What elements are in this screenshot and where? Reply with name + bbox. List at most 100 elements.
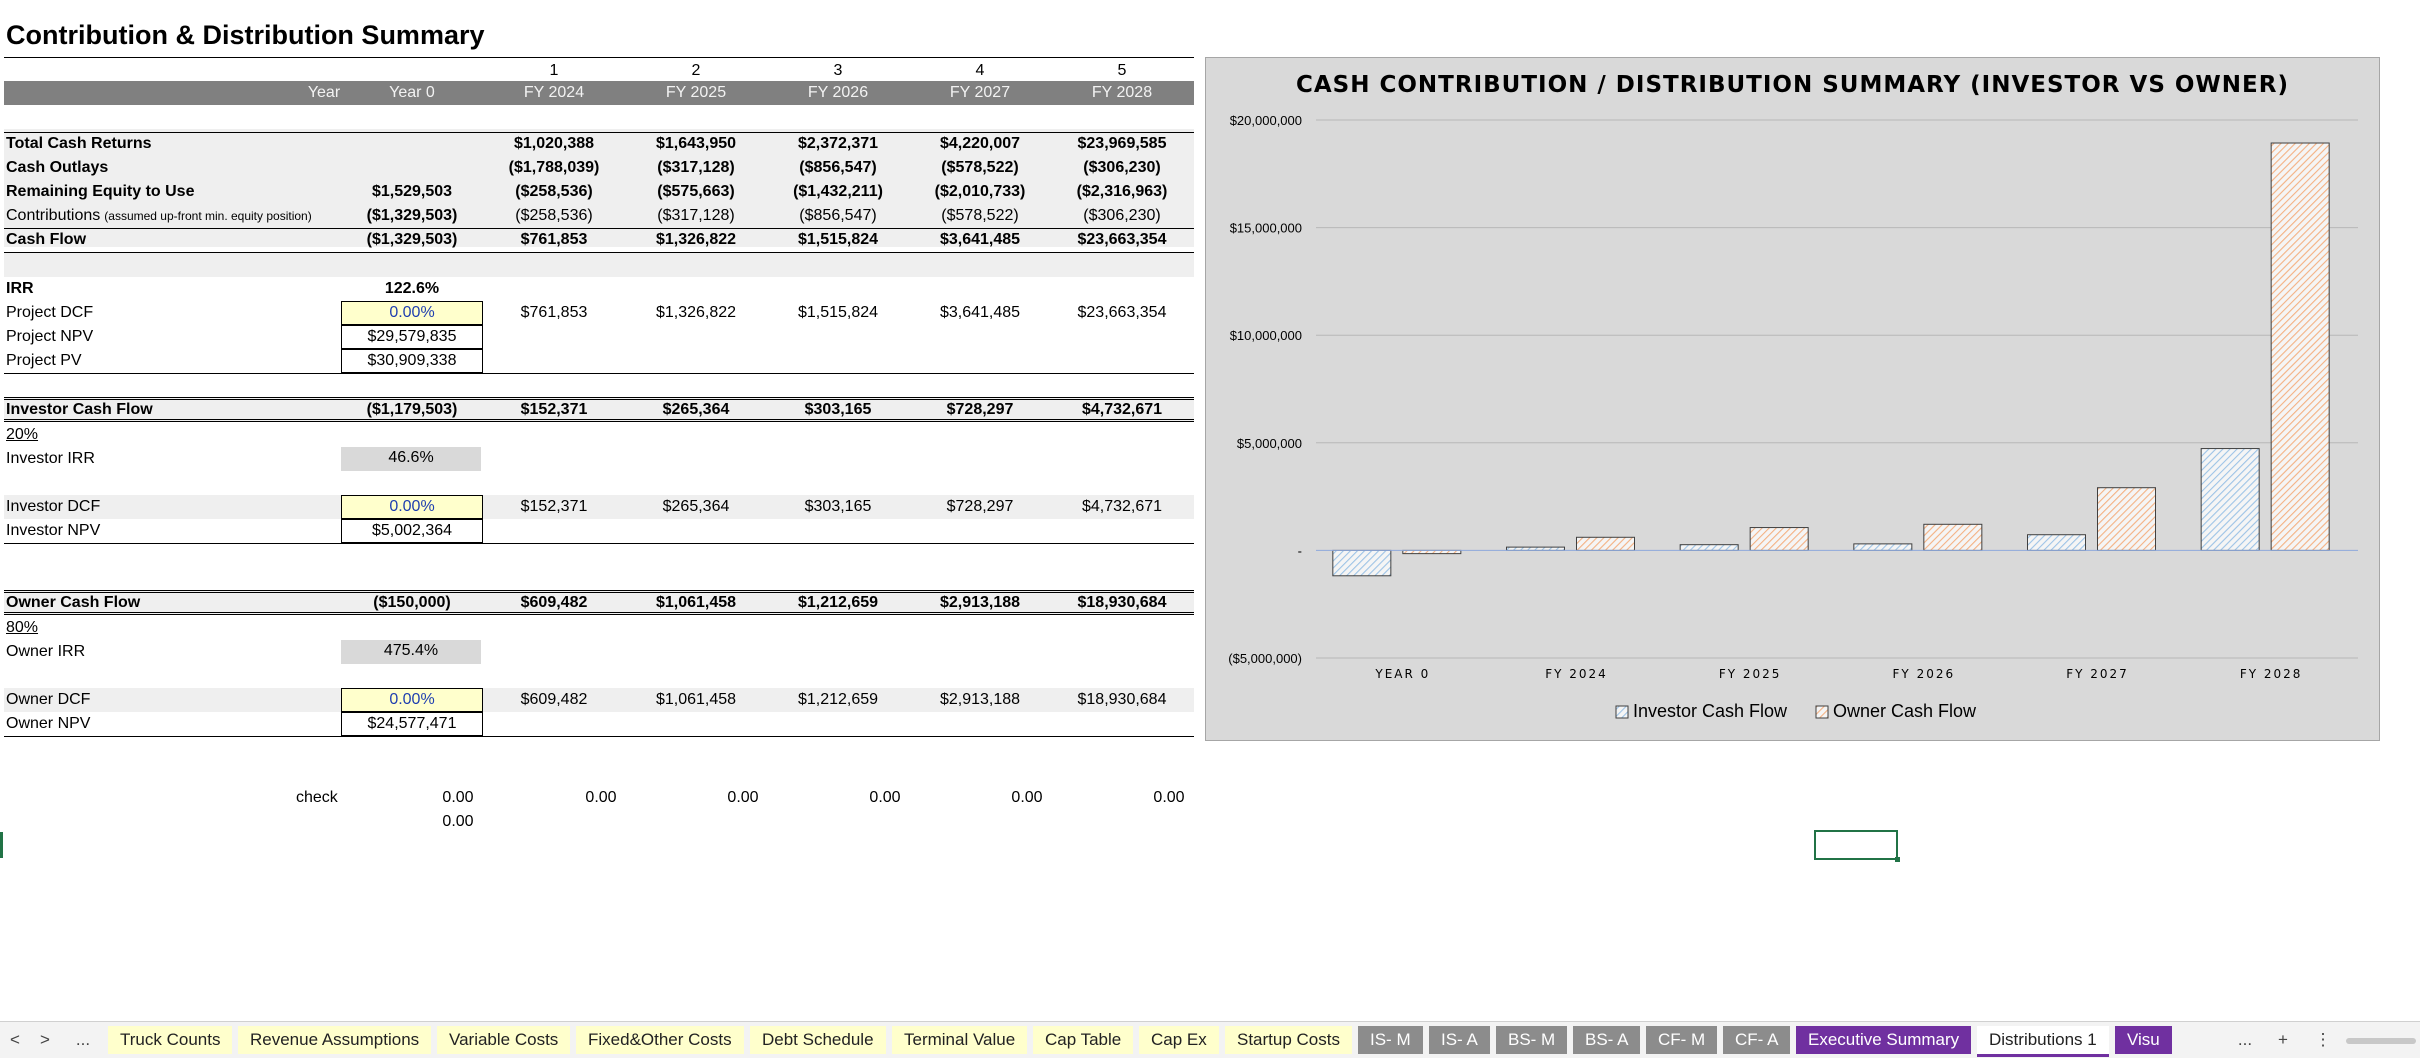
row-label: Total Cash Returns [6, 132, 152, 156]
rule [4, 132, 1194, 133]
investor-row-shade [4, 398, 1194, 422]
spreadsheet-grid[interactable]: Contribution & Distribution Summary 1 2 … [0, 0, 2420, 1020]
sheet-tab[interactable]: Terminal Value [892, 1026, 1028, 1054]
bar-investor-cash-flow [2027, 534, 2086, 551]
sheet-tab[interactable]: IS- M [1358, 1026, 1423, 1054]
sheet-tab[interactable]: Revenue Assumptions [238, 1026, 432, 1054]
y-tick-label: $20,000,000 [1230, 113, 1302, 128]
bar-investor-cash-flow [1853, 543, 1913, 551]
more-options-icon[interactable]: ... [2237, 1030, 2253, 1049]
owner-dcf-rate-input[interactable]: 0.00% [341, 688, 483, 712]
sheet-tab[interactable]: Cap Table [1033, 1026, 1134, 1054]
title-underline [4, 57, 1194, 58]
horizontal-scrollbar[interactable] [2346, 1038, 2416, 1044]
tab-menu-icon[interactable]: ⋮ [2314, 1030, 2332, 1049]
bar-investor-cash-flow [2200, 448, 2260, 551]
value-cell: $1,061,458 [655, 691, 737, 708]
value-cell: $728,297 [946, 498, 1014, 515]
sheet-tab[interactable]: Fixed&Other Costs [576, 1026, 744, 1054]
row-label-text: Total Cash Returns [6, 135, 152, 152]
column-header: FY 2028 [1091, 84, 1153, 101]
sheet-tab[interactable]: CF- A [1723, 1026, 1791, 1054]
value-cell [341, 156, 483, 180]
investor-cash-flow-label: Investor Cash Flow [6, 401, 153, 418]
sheet-tab[interactable]: Variable Costs [437, 1026, 571, 1054]
value-cell: $1,212,659 [797, 594, 879, 611]
sheet-tab[interactable]: Cap Ex [1139, 1026, 1219, 1054]
sheet-tab[interactable]: Debt Schedule [750, 1026, 886, 1054]
value-cell: $18,930,684 [1077, 691, 1167, 708]
more-sheets-icon[interactable]: ... [75, 1030, 91, 1049]
row-note: (assumed up-front min. equity position) [104, 209, 312, 223]
row-label-text: Remaining Equity to Use [6, 183, 195, 200]
check-label: check [296, 789, 338, 806]
irr-label: IRR [6, 280, 34, 297]
value-cell: $609,482 [520, 594, 588, 611]
legend-label: Owner Cash Flow [1833, 701, 1977, 721]
value-cell: ($1,788,039) [508, 159, 600, 176]
add-sheet-icon[interactable]: + [2278, 1030, 2288, 1049]
sheet-tab[interactable]: IS- A [1429, 1026, 1490, 1054]
rule [4, 252, 1194, 253]
investor-npv-label: Investor NPV [6, 522, 101, 539]
owner-dcf-shade [4, 688, 1194, 712]
project-npv-label: Project NPV [6, 328, 94, 345]
sheet-tab[interactable]: CF- M [1646, 1026, 1718, 1054]
legend-swatch [1615, 705, 1629, 719]
value-cell: $1,326,822 [655, 231, 737, 248]
sheet-tab[interactable]: BS- A [1573, 1026, 1641, 1054]
scroll-right-icon[interactable]: > [40, 1030, 50, 1049]
row-label: Cash Outlays [6, 156, 108, 180]
value-cell: $761,853 [520, 304, 588, 321]
investor-irr-value: 46.6% [341, 447, 481, 471]
check-value: 0.00 [1011, 789, 1043, 806]
investor-dcf-rate-input[interactable]: 0.00% [341, 495, 483, 519]
value-cell: ($317,128) [657, 207, 735, 224]
check-value: 0.00 [585, 789, 617, 806]
value-cell: ($2,010,733) [934, 183, 1026, 200]
value-cell: $265,364 [662, 401, 730, 418]
value-cell: ($575,663) [657, 183, 735, 200]
value-cell: $303,165 [804, 401, 872, 418]
owner-irr-value: 475.4% [341, 640, 481, 664]
owner-npv-value: $24,577,471 [341, 712, 483, 736]
rule [4, 543, 1194, 544]
legend-label: Investor Cash Flow [1633, 701, 1788, 721]
row-label-text: Cash Flow [6, 231, 87, 248]
chart-svg: CASH CONTRIBUTION / DISTRIBUTION SUMMARY… [1228, 72, 2358, 721]
sheet-title: Contribution & Distribution Summary [6, 20, 485, 50]
sheet-tab[interactable]: Startup Costs [1225, 1026, 1352, 1054]
sheet-tab[interactable]: Executive Summary [1796, 1026, 1972, 1054]
year-label: Year [307, 84, 341, 101]
project-dcf-label: Project DCF [6, 304, 94, 321]
value-cell: ($317,128) [657, 159, 735, 176]
value-cell: $1,326,822 [655, 304, 737, 321]
project-dcf-rate-input[interactable]: 0.00% [341, 301, 483, 325]
row-label-text: Contributions [6, 207, 101, 224]
x-tick-label: YEAR 0 [1374, 667, 1430, 681]
bar-owner-cash-flow [1576, 536, 1635, 551]
investor-npv-value: $5,002,364 [341, 519, 483, 543]
column-header: FY 2027 [949, 84, 1011, 101]
y-tick-label: $15,000,000 [1230, 221, 1302, 236]
bar-owner-cash-flow [2270, 142, 2330, 551]
selected-cell[interactable] [1814, 830, 1900, 862]
investor-share: 20% [6, 426, 39, 443]
column-header: Year 0 [389, 84, 435, 101]
value-cell: ($1,329,503) [366, 207, 458, 224]
sheet-tab[interactable]: Visu [2115, 1026, 2172, 1054]
rule [4, 590, 1194, 593]
scroll-left-icon[interactable]: < [10, 1030, 20, 1049]
value-cell: $152,371 [520, 498, 588, 515]
rule [4, 736, 1194, 737]
value-cell: $265,364 [662, 498, 730, 515]
legend-swatch [1815, 705, 1829, 719]
period-number: 5 [1117, 62, 1127, 79]
distribution-chart[interactable]: CASH CONTRIBUTION / DISTRIBUTION SUMMARY… [1205, 57, 2380, 741]
value-cell: $3,641,485 [939, 304, 1021, 321]
sheet-tab[interactable]: Distributions 1 [1977, 1026, 2109, 1057]
value-cell: ($150,000) [373, 594, 451, 611]
sheet-tab[interactable]: BS- M [1496, 1026, 1568, 1054]
sheet-tab[interactable]: Truck Counts [108, 1026, 233, 1054]
value-cell: $609,482 [520, 691, 588, 708]
